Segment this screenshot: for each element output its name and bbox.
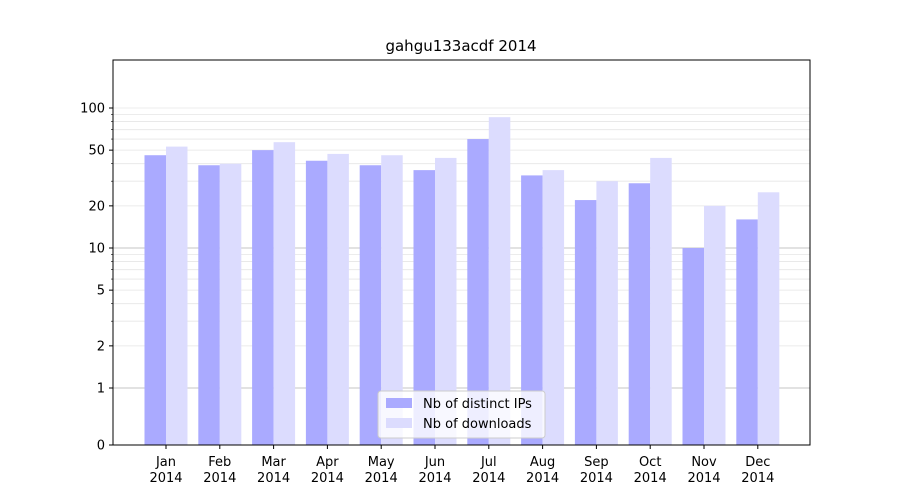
- bars: [144, 117, 780, 446]
- x-axis: Jan 2014 Feb 2014 Mar 2014 Apr 2014 May 2014 Jun 20…: [149, 445, 774, 486]
- bar-distinct-ips: [198, 165, 220, 445]
- y-tick-label: 0: [97, 439, 105, 454]
- legend-swatch: [386, 418, 412, 428]
- bar-distinct-ips: [252, 150, 274, 445]
- x-tick-label: Feb 2014: [203, 455, 236, 486]
- x-tick-label: Jan 2014: [149, 455, 182, 486]
- x-tick-label: Jul 2014: [472, 455, 505, 486]
- bar-downloads: [596, 181, 618, 446]
- bar-distinct-ips: [467, 139, 489, 445]
- bar-downloads: [488, 117, 511, 445]
- legend-swatch: [386, 398, 412, 408]
- bar-distinct-ips: [413, 170, 435, 445]
- bar-downloads: [704, 205, 726, 445]
- bar-distinct-ips: [144, 155, 166, 445]
- bar-distinct-ips: [574, 200, 597, 445]
- bar-downloads: [327, 153, 349, 445]
- bar-distinct-ips: [628, 183, 651, 445]
- x-tick-label: Aug 2014: [526, 455, 559, 486]
- bar-downloads: [650, 157, 672, 445]
- bar-distinct-ips: [359, 165, 382, 445]
- bar-downloads: [542, 170, 565, 445]
- y-tick-label: 50: [88, 144, 105, 159]
- x-tick-label: Jun 2014: [418, 455, 451, 486]
- x-tick-label: Sep 2014: [580, 455, 613, 486]
- x-tick-label: Mar 2014: [257, 455, 290, 486]
- plot-area-frame: [112, 59, 811, 446]
- y-tick-label: 10: [88, 242, 105, 257]
- legend-label: Nb of distinct IPs: [423, 397, 532, 412]
- y-tick-label: 5: [97, 284, 105, 299]
- y-tick-label: 20: [88, 199, 105, 214]
- y-tick-label: 2: [97, 339, 105, 354]
- bar-distinct-ips: [521, 175, 543, 445]
- legend-box: [377, 390, 546, 439]
- y-tick-label: 100: [80, 102, 105, 117]
- y-axis: 0 1 2 5 10 20 50 100: [80, 102, 113, 454]
- bar-downloads: [219, 163, 242, 445]
- chart-title: gahgu133acdf 2014: [385, 37, 536, 55]
- x-tick-label: May 2014: [365, 455, 398, 486]
- bar-downloads: [435, 157, 457, 445]
- x-tick-label: Apr 2014: [311, 455, 344, 486]
- bar-distinct-ips: [736, 219, 758, 445]
- bar-distinct-ips: [305, 160, 328, 445]
- bar-distinct-ips: [682, 248, 704, 445]
- bar-downloads: [381, 155, 403, 445]
- y-tick-label: 1: [97, 382, 105, 397]
- bar-downloads: [757, 192, 780, 445]
- bar-downloads: [166, 146, 188, 445]
- x-tick-label: Oct 2014: [634, 455, 667, 486]
- legend: Nb of distinct IPs Nb of downloads: [377, 390, 546, 439]
- x-tick-label: Dec 2014: [741, 455, 774, 486]
- bar-downloads: [273, 142, 296, 445]
- legend-label: Nb of downloads: [423, 417, 532, 432]
- x-tick-label: Nov 2014: [687, 455, 720, 486]
